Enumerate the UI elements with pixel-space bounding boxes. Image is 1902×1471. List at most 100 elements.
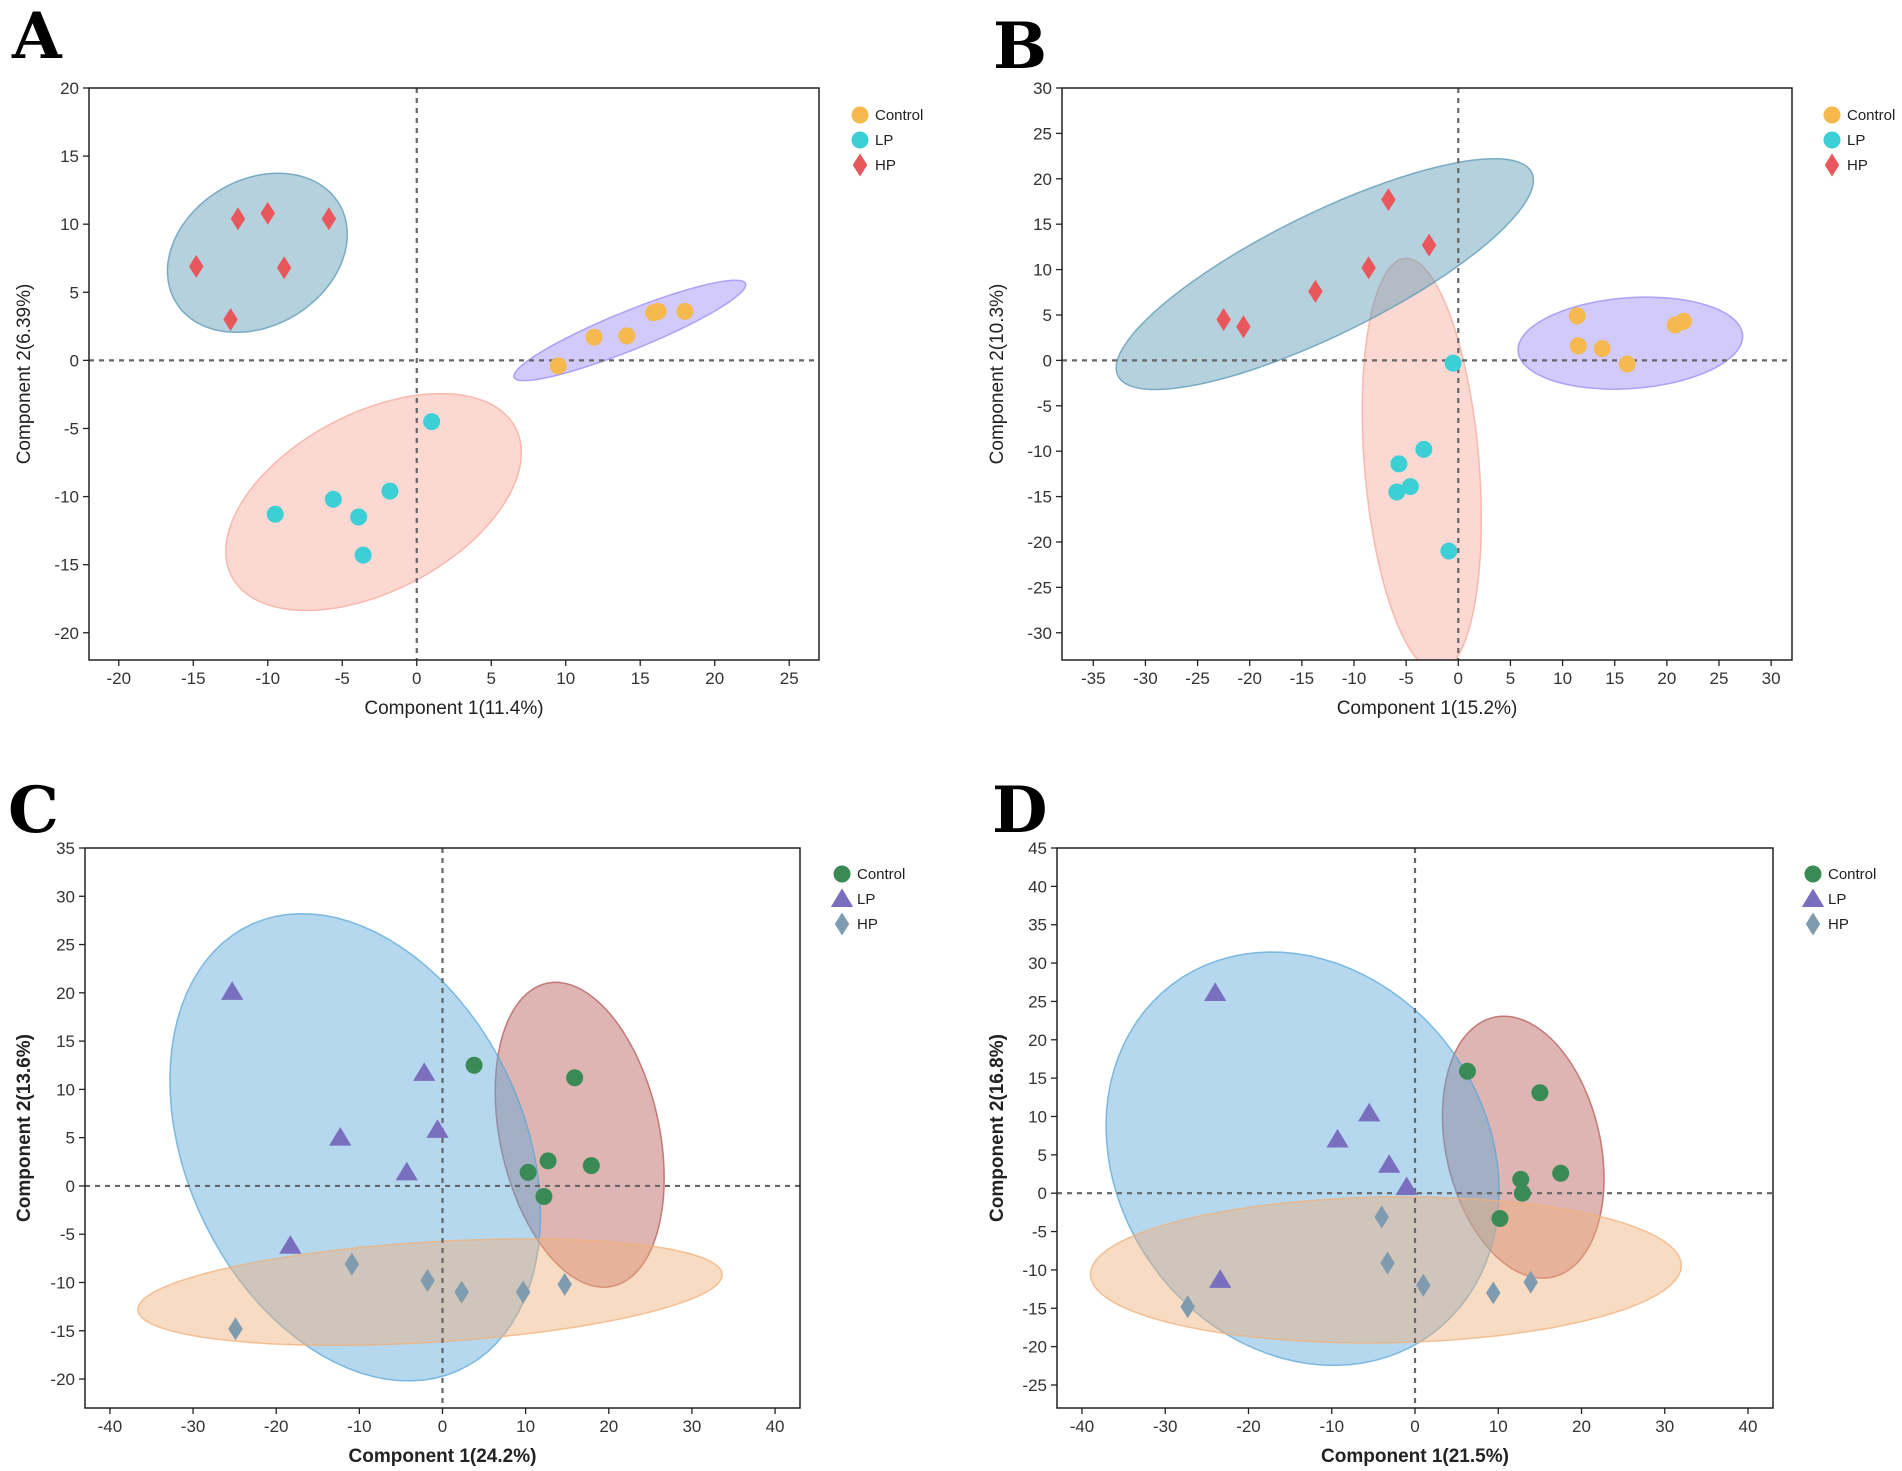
x-tick-label: 0 (1454, 669, 1463, 688)
point-lp (354, 546, 372, 564)
point-control (535, 1188, 553, 1206)
y-tick-label: 30 (1033, 79, 1052, 98)
x-tick-label: -15 (1290, 669, 1315, 688)
legend: Control LP HP (1801, 865, 1876, 936)
point-control (539, 1152, 557, 1170)
point-lp (221, 981, 244, 1000)
legend-label-lp: LP (1828, 891, 1846, 908)
x-tick-label: 40 (1739, 1417, 1758, 1436)
legend-marker-control (1823, 106, 1841, 124)
panel-letter: C (8, 773, 59, 848)
y-tick-label: 5 (1038, 1146, 1047, 1165)
point-control (1569, 337, 1587, 355)
point-control (1512, 1170, 1530, 1188)
x-tick-label: 15 (1605, 669, 1624, 688)
point-control (582, 1157, 600, 1175)
plot-frame (1061, 87, 1793, 661)
y-tick-label: -10 (1022, 1261, 1047, 1280)
ellipse-hp (166, 172, 349, 334)
ellipse-lp (1105, 951, 1500, 1367)
x-axis-title: Component 1(11.4%) (364, 698, 543, 719)
x-tick-label: -5 (1399, 669, 1414, 688)
panel-a: A -20 -15 -10 -5 0 5 10 15 20 25 -20 -15 -10 -5 0 5 10 15 2… (11, 0, 923, 719)
point-lp (266, 505, 284, 523)
point-control (676, 302, 694, 320)
x-tick-label: 10 (516, 1417, 535, 1436)
y-tick-label: 15 (1028, 1069, 1047, 1088)
y-tick-label: 10 (60, 215, 79, 234)
point-hp (230, 207, 246, 231)
point-lp (1395, 1176, 1418, 1196)
x-tick-label: 5 (487, 669, 496, 688)
legend-marker-hp (1824, 153, 1840, 177)
point-control (566, 1069, 584, 1087)
y-tick-label: -5 (64, 419, 79, 438)
x-tick-label: 10 (556, 669, 575, 688)
point-hp (1381, 188, 1396, 212)
plot-area (89, 88, 819, 660)
point-lp (1378, 1154, 1401, 1173)
point-hp (1486, 1281, 1501, 1305)
y-tick-label: 5 (1043, 306, 1052, 325)
point-hp (1180, 1295, 1195, 1319)
x-tick-label: -30 (181, 1417, 206, 1436)
y-tick-label: -25 (1022, 1376, 1047, 1395)
plot-area (1057, 848, 1773, 1408)
point-control (1568, 307, 1586, 325)
y-tick-label: -20 (1022, 1338, 1047, 1357)
legend-marker-hp (852, 153, 868, 177)
y-tick-label: 40 (1028, 877, 1047, 896)
point-control (1513, 1184, 1531, 1202)
x-tick-label: -25 (1185, 669, 1210, 688)
x-tick-label: 20 (705, 669, 724, 688)
point-hp (1361, 256, 1376, 280)
y-axis-title: Component 2(13.6%) (14, 1034, 35, 1222)
legend-label-control: Control (875, 107, 923, 124)
point-hp (223, 308, 238, 331)
panel-letter: A (11, 0, 63, 74)
y-axis-title: Component 2(6.39%) (14, 284, 35, 465)
x-tick-label: 0 (412, 669, 421, 688)
point-hp (420, 1269, 435, 1293)
x-tick-label: 0 (1410, 1417, 1419, 1436)
legend-label-control: Control (857, 866, 905, 883)
y-tick-label: 10 (56, 1080, 75, 1099)
panel-letter: D (992, 773, 1048, 848)
point-control (549, 357, 567, 375)
ellipse-control (494, 981, 665, 1288)
y-tick-label: -10 (54, 488, 79, 507)
y-tick-label: 15 (56, 1032, 75, 1051)
panel-letter: B (993, 9, 1047, 84)
point-hp (1216, 308, 1231, 331)
point-control (1593, 340, 1611, 358)
y-tick-label: -20 (1027, 533, 1052, 552)
point-lp (329, 1127, 352, 1146)
x-tick-label: -20 (1237, 669, 1262, 688)
ellipse-hp (1115, 157, 1535, 391)
point-hp (515, 1280, 531, 1304)
y-axis-title: Component 2(16.8%) (987, 1034, 1008, 1222)
y-tick-label: 0 (66, 1177, 75, 1196)
x-tick-label: 30 (1655, 1417, 1674, 1436)
legend-label-lp: LP (1847, 132, 1865, 149)
panel-d: D -40 -30 -20 -10 0 10 20 30 40 -25 -20 -15 -10 -5 0 5 10… (987, 773, 1876, 1467)
y-tick-label: 25 (1028, 992, 1047, 1011)
point-lp (413, 1062, 436, 1081)
y-tick-label: -15 (1022, 1299, 1047, 1318)
y-tick-label: -20 (54, 624, 79, 643)
legend-marker-lp (1823, 131, 1841, 149)
y-tick-label: 25 (1033, 124, 1052, 143)
y-tick-label: 0 (70, 351, 79, 370)
y-tick-label: 35 (56, 839, 75, 858)
x-tick-label: -30 (1153, 1417, 1178, 1436)
y-tick-label: 30 (56, 887, 75, 906)
point-lp (426, 1119, 449, 1138)
x-tick-label: -40 (98, 1417, 123, 1436)
x-tick-label: 40 (766, 1417, 785, 1436)
ellipse-lp (169, 912, 542, 1382)
x-tick-label: -10 (1319, 1417, 1344, 1436)
point-hp (1421, 233, 1437, 257)
legend-label-control: Control (1828, 866, 1876, 883)
ellipse-lp (224, 392, 523, 612)
